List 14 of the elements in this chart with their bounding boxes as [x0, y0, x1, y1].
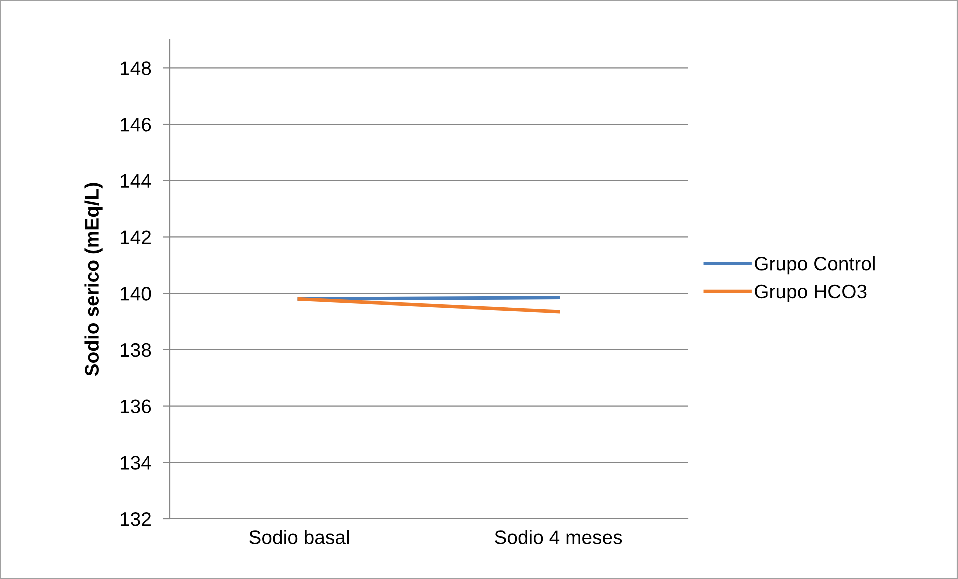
- y-tick-label: 142: [120, 230, 151, 244]
- y-tick-label: 144: [120, 174, 152, 188]
- y-tick-label: 140: [120, 287, 152, 301]
- y-tick-label: 132: [120, 512, 151, 526]
- legend-label: Grupo HCO3: [755, 284, 867, 302]
- y-axis-title: Sodio serico (mEq/L): [84, 183, 103, 376]
- y-tick-label: 138: [120, 343, 152, 358]
- y-tick-label: 146: [120, 118, 152, 132]
- legend-label: Grupo Control: [755, 256, 875, 275]
- x-tick-label: Sodio 4 meses: [495, 530, 622, 544]
- y-tick-label: 136: [120, 400, 152, 414]
- x-tick-label: Sodio basal: [250, 530, 350, 544]
- y-tick-label: 134: [120, 456, 152, 470]
- y-tick-label: 148: [120, 62, 152, 76]
